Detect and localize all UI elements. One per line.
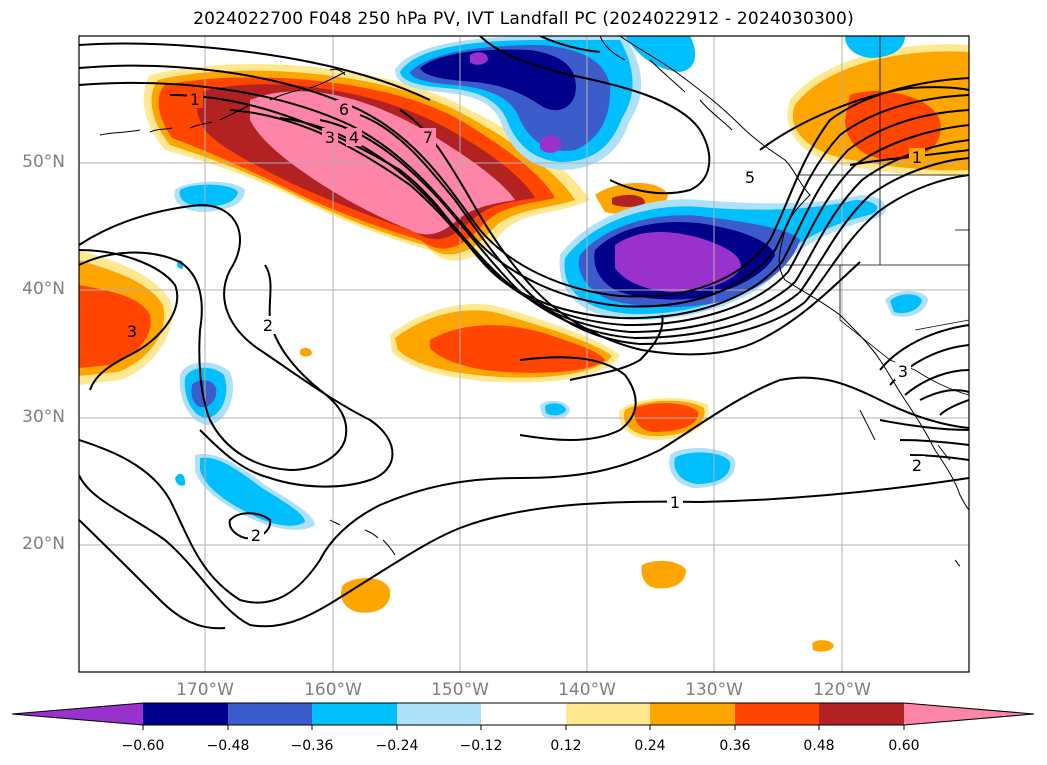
colorbar-extend-high [904,703,1034,725]
colorbar-tick-label: 0.36 [719,738,751,754]
lon-label-120w: 120°W [813,680,871,700]
contour-label-1-south: 1 [670,493,680,512]
colorbar-segment [481,703,566,725]
map-frame [78,35,970,673]
lat-label-50n: 50°N [22,152,65,172]
negative-anomaly-alaska [395,36,905,170]
lon-label-170w: 170°W [176,680,234,700]
colorbar-tick-label: −0.60 [121,738,165,754]
map-title: 2024022700 F048 250 hPa PV, IVT Landfall… [193,9,854,29]
colorbar-tick-label: −0.12 [459,738,503,754]
contour-label-3: 3 [325,128,335,147]
lon-label-160w: 160°W [304,680,362,700]
colorbar-segment [566,703,650,725]
positive-anomaly-small-cells [300,182,834,652]
lon-label-140w: 140°W [558,680,616,700]
contour-label-7: 7 [423,128,433,147]
colorbar-ticks [142,725,905,730]
colorbar-tick-label: −0.36 [290,738,334,754]
lat-label-20n: 20°N [22,534,65,554]
lat-label-30n: 30°N [22,407,65,427]
contour-label-1-nw: 1 [190,90,200,109]
contour-label-5: 5 [745,168,755,187]
positive-anomaly-central-pacific [390,304,620,383]
colorbar [11,702,1035,730]
gridlines [79,36,969,672]
contour-label-2-west: 2 [263,316,273,335]
pv-contours [79,36,969,630]
colorbar-tick-label: 0.12 [550,738,582,754]
lat-label-40n: 40°N [22,279,65,299]
contour-label-4: 4 [349,128,359,147]
colorbar-segment [819,703,904,725]
colorbar-segment [228,703,312,725]
positive-anomaly-western-pacific [79,250,172,385]
coastlines [99,36,969,567]
lon-label-130w: 130°W [685,680,743,700]
colorbar-segment [143,703,228,725]
contour-label-2-south: 2 [251,526,261,545]
colorbar-tick-label: −0.48 [206,738,250,754]
colorbar-tick-label: 0.48 [803,738,835,754]
contour-label-2-east: 2 [912,456,922,475]
colorbar-tick-label: −0.24 [375,738,419,754]
colorbar-segment [397,703,481,725]
contour-labels: 1 6 3 4 7 5 1 3 2 2 1 2 3 [124,90,925,545]
negative-anomaly-subtropical-cells [174,181,928,530]
colorbar-segment [650,703,735,725]
contour-label-1-ne: 1 [912,148,922,167]
contour-label-3-east: 3 [898,362,908,381]
contour-label-6: 6 [339,100,349,119]
colorbar-segment [312,703,397,725]
contour-label-3-west: 3 [127,322,137,341]
colorbar-extend-low [12,703,143,725]
colorbar-tick-label: 0.24 [634,738,666,754]
colorbar-tick-label: 0.60 [888,738,920,754]
colorbar-segment [735,703,819,725]
lon-label-150w: 150°W [431,680,489,700]
